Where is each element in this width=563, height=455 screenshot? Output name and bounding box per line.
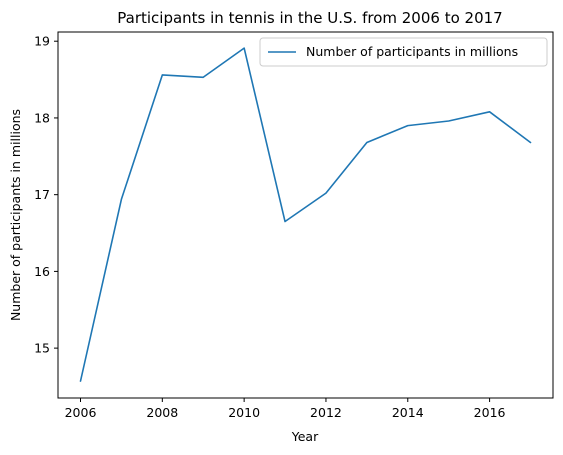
x-tick-label: 2016 <box>474 405 506 420</box>
y-tick-label: 17 <box>34 187 50 202</box>
x-tick-label: 2012 <box>310 405 342 420</box>
series-layer <box>81 48 531 381</box>
x-tick-label: 2008 <box>146 405 178 420</box>
y-axis-label: Number of participants in millions <box>8 109 23 321</box>
plot-area <box>58 32 553 398</box>
legend: Number of participants in millions <box>260 38 547 66</box>
legend-entry: Number of participants in millions <box>306 44 518 59</box>
y-tick-label: 16 <box>34 264 50 279</box>
y-tick-label: 18 <box>34 110 50 125</box>
series-line <box>81 48 531 381</box>
x-tick-label: 2014 <box>392 405 424 420</box>
chart-title: Participants in tennis in the U.S. from … <box>117 9 502 27</box>
x-tick-label: 2006 <box>65 405 97 420</box>
x-tick-label: 2010 <box>228 405 260 420</box>
y-axis: 15 16 17 18 19 <box>34 34 58 356</box>
y-tick-label: 19 <box>34 34 50 49</box>
x-axis-label: Year <box>291 429 319 444</box>
y-tick-label: 15 <box>34 341 50 356</box>
x-axis: 2006 2008 2010 2012 2014 2016 <box>65 398 506 420</box>
